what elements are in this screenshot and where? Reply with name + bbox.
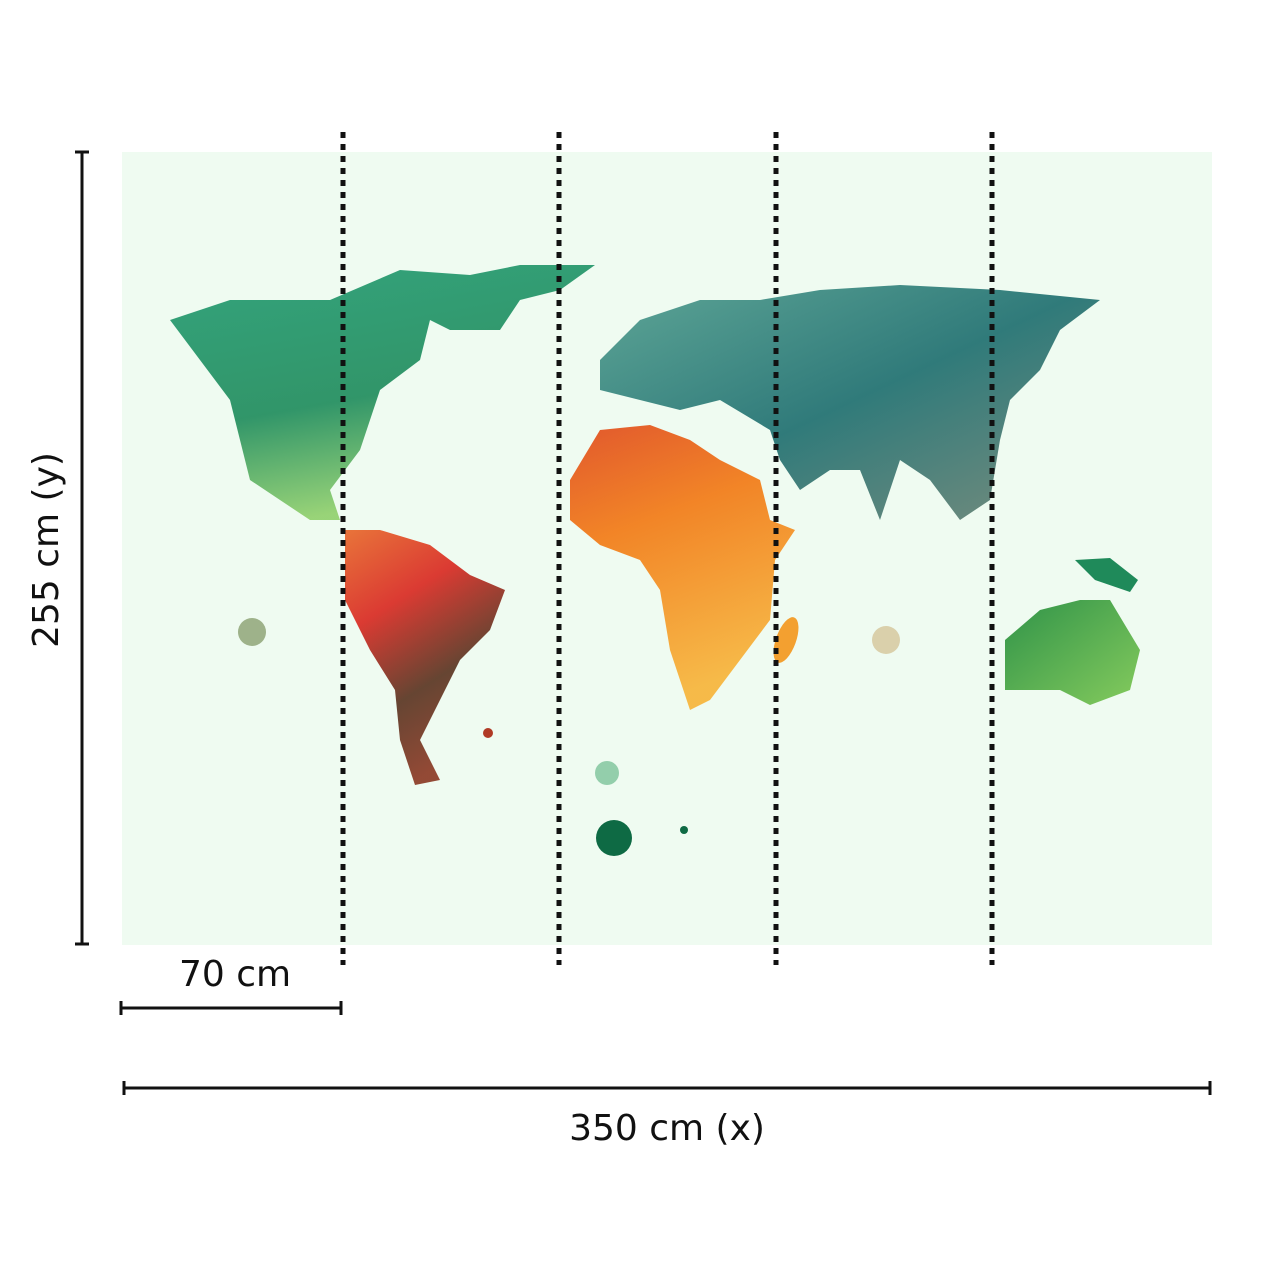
panel-width-label: 70 cm xyxy=(179,954,291,995)
width-label: 350 cm (x) xyxy=(569,1108,765,1149)
africa xyxy=(570,425,795,710)
world-map xyxy=(170,265,1140,856)
south-america xyxy=(345,530,505,785)
height-label: 255 cm (y) xyxy=(26,452,67,648)
australia xyxy=(1005,600,1140,705)
splash xyxy=(596,820,632,856)
splash xyxy=(680,826,688,834)
height-dimension: 255 cm (y) xyxy=(26,150,89,946)
splash xyxy=(595,761,619,785)
north-america xyxy=(170,265,595,520)
splash xyxy=(483,728,493,738)
eurasia xyxy=(600,285,1100,520)
panel-dimension: 70 cm xyxy=(119,954,343,1015)
splash xyxy=(238,618,266,646)
width-dimension: 350 cm (x) xyxy=(122,1081,1212,1149)
new-guinea xyxy=(1075,558,1138,592)
madagascar xyxy=(773,617,799,663)
splash xyxy=(872,626,900,654)
